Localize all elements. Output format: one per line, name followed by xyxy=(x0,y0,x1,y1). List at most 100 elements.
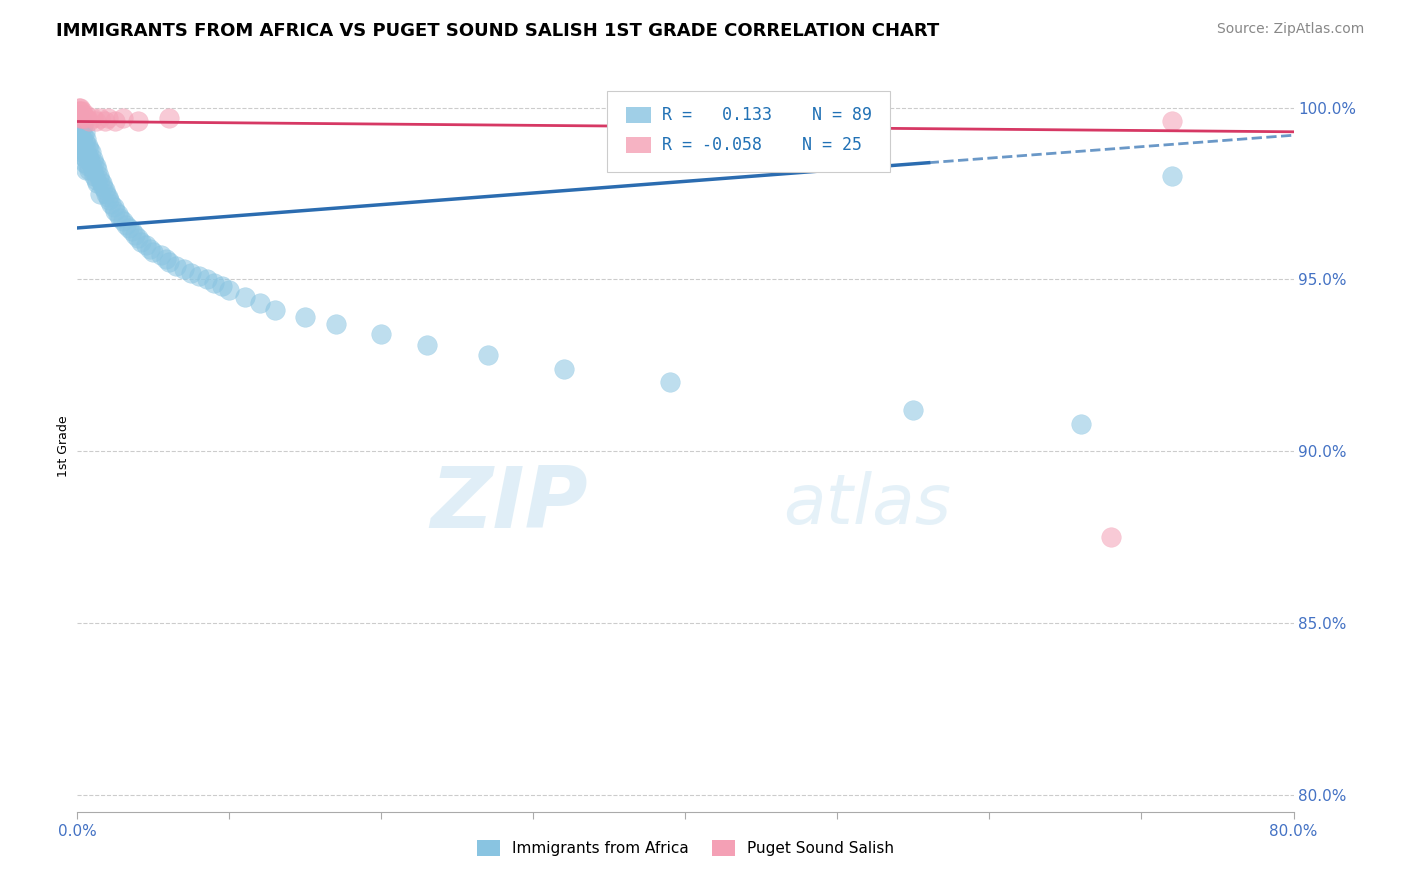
Point xyxy=(70,104,93,119)
Point xyxy=(79,153,101,167)
Point xyxy=(84,173,107,187)
Point xyxy=(107,207,129,221)
Point xyxy=(84,114,107,128)
Point xyxy=(75,131,97,145)
Point xyxy=(72,107,94,121)
Point xyxy=(69,104,91,119)
Point xyxy=(155,252,177,266)
Point xyxy=(294,310,316,325)
Point xyxy=(139,242,162,256)
Point xyxy=(157,111,180,125)
Text: R = -0.058    N = 25: R = -0.058 N = 25 xyxy=(662,136,862,154)
Text: Source: ZipAtlas.com: Source: ZipAtlas.com xyxy=(1216,22,1364,37)
Point xyxy=(70,107,93,121)
Point xyxy=(79,142,101,156)
Point xyxy=(173,262,195,277)
Point xyxy=(77,159,100,173)
Point xyxy=(264,303,287,318)
Point xyxy=(67,114,90,128)
Point xyxy=(70,111,93,125)
Point xyxy=(89,111,111,125)
Point xyxy=(80,145,103,160)
Point xyxy=(149,248,172,262)
Point xyxy=(69,135,91,149)
Point xyxy=(188,268,211,283)
Point xyxy=(69,125,91,139)
Point xyxy=(86,176,108,190)
Text: ZIP: ZIP xyxy=(430,463,588,546)
Point xyxy=(553,361,575,376)
Point xyxy=(127,231,149,245)
Point xyxy=(416,337,439,351)
Text: atlas: atlas xyxy=(783,471,950,538)
Point xyxy=(1161,169,1184,184)
Point xyxy=(111,111,134,125)
Point xyxy=(73,145,96,160)
Point xyxy=(73,125,96,139)
Point xyxy=(83,169,105,184)
Point xyxy=(75,107,97,121)
Point xyxy=(90,176,112,190)
Point xyxy=(325,317,347,331)
Point xyxy=(70,138,93,153)
Point xyxy=(79,114,101,128)
Point xyxy=(115,218,138,232)
Point xyxy=(67,107,90,121)
Point xyxy=(96,186,118,201)
Point xyxy=(89,173,111,187)
Point xyxy=(218,283,240,297)
Point xyxy=(82,162,104,177)
Y-axis label: 1st Grade: 1st Grade xyxy=(58,415,70,477)
Point xyxy=(659,376,682,390)
Point xyxy=(72,149,94,163)
Point xyxy=(67,104,90,119)
Text: R =   0.133    N = 89: R = 0.133 N = 89 xyxy=(662,106,872,124)
Point xyxy=(69,101,91,115)
Point xyxy=(69,111,91,125)
Point xyxy=(104,203,127,218)
Point xyxy=(73,155,96,169)
Point xyxy=(211,279,233,293)
Point xyxy=(249,296,271,310)
Point xyxy=(70,121,93,136)
Point xyxy=(477,348,499,362)
Point xyxy=(72,138,94,153)
Point xyxy=(103,200,125,214)
Point xyxy=(77,149,100,163)
Point xyxy=(75,111,97,125)
Point xyxy=(121,224,143,238)
Point xyxy=(93,114,115,128)
Point xyxy=(165,259,187,273)
Point xyxy=(67,128,90,143)
Point xyxy=(77,138,100,153)
Point xyxy=(82,153,104,167)
Point xyxy=(75,153,97,167)
Point xyxy=(83,155,105,169)
Point xyxy=(72,128,94,143)
Legend: Immigrants from Africa, Puget Sound Salish: Immigrants from Africa, Puget Sound Sali… xyxy=(471,834,900,863)
Point xyxy=(69,107,91,121)
Point xyxy=(202,276,225,290)
Point xyxy=(67,101,90,115)
Point xyxy=(69,111,91,125)
Point xyxy=(70,145,93,160)
Point xyxy=(91,179,114,194)
Point xyxy=(82,111,104,125)
Point xyxy=(108,211,131,225)
Point xyxy=(87,169,110,184)
Point xyxy=(67,121,90,136)
Point xyxy=(127,114,149,128)
Point xyxy=(111,214,134,228)
Point xyxy=(75,162,97,177)
Point xyxy=(89,186,111,201)
Text: IMMIGRANTS FROM AFRICA VS PUGET SOUND SALISH 1ST GRADE CORRELATION CHART: IMMIGRANTS FROM AFRICA VS PUGET SOUND SA… xyxy=(56,22,939,40)
Point xyxy=(142,244,165,259)
Point xyxy=(73,135,96,149)
Point xyxy=(118,221,141,235)
Point xyxy=(903,403,925,417)
Point xyxy=(84,159,107,173)
Point xyxy=(1161,114,1184,128)
Point xyxy=(104,114,127,128)
Point xyxy=(70,114,93,128)
Point xyxy=(69,142,91,156)
